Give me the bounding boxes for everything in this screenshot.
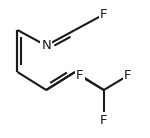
Text: N: N [41,39,51,52]
Text: F: F [124,69,132,82]
Text: F: F [76,69,84,82]
Text: F: F [100,8,108,21]
Text: F: F [100,113,108,127]
